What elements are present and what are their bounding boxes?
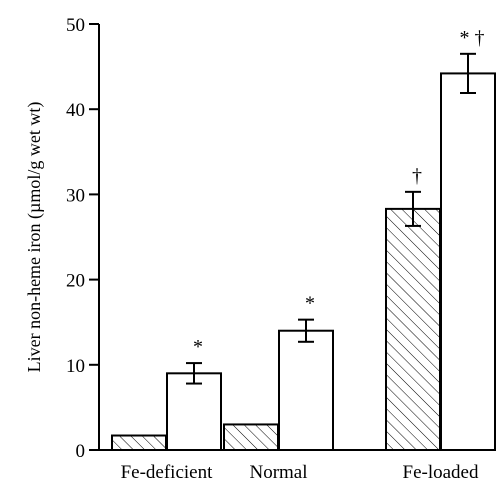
y-ticks: 0 10 20 30 40 50 [66, 15, 99, 462]
significance-mark: * [305, 293, 315, 315]
bar-fe-deficient-hatched [111, 434, 167, 451]
significance-mark: * † [460, 27, 485, 49]
bars [111, 72, 496, 452]
significance-mark: * [193, 336, 203, 358]
bar-normal-hatched [223, 423, 279, 452]
significance-marks: * * † * † [193, 27, 485, 358]
y-tick-label: 20 [66, 271, 85, 292]
bar-normal-open [278, 329, 334, 451]
y-tick-label: 30 [66, 185, 85, 206]
y-tick-label: 40 [66, 100, 85, 121]
bar-fe-loaded-open [440, 72, 496, 452]
category-label: Normal [249, 462, 307, 483]
bar-fe-loaded-hatched [385, 207, 441, 451]
y-tick-label: 0 [76, 441, 86, 462]
y-tick-label: 10 [66, 356, 85, 377]
bar-fe-deficient-open [166, 372, 222, 452]
category-labels: Fe-deficient Normal Fe-loaded [121, 462, 479, 483]
y-tick-label: 50 [66, 15, 85, 36]
significance-mark: † [412, 165, 422, 187]
error-bars [186, 52, 476, 385]
category-label: Fe-deficient [121, 462, 214, 483]
category-label: Fe-loaded [403, 462, 479, 483]
y-axis-title: Liver non-heme iron (µmol/g wet wt) [24, 102, 45, 373]
